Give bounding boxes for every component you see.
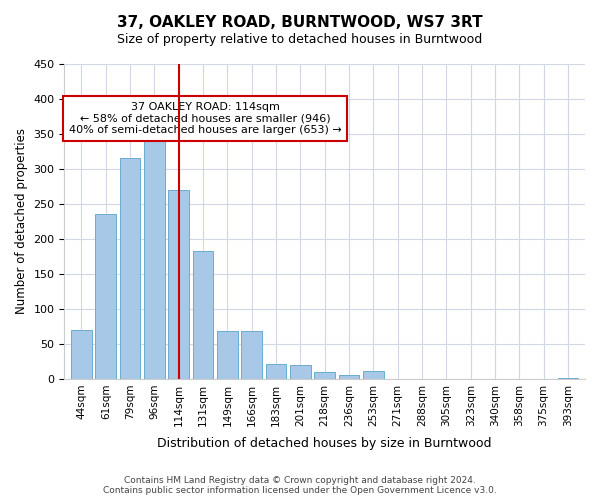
Bar — [120, 158, 140, 379]
Bar — [71, 330, 92, 379]
Bar — [557, 378, 578, 379]
Y-axis label: Number of detached properties: Number of detached properties — [15, 128, 28, 314]
Bar — [241, 332, 262, 379]
Bar — [290, 365, 311, 379]
Bar — [217, 332, 238, 379]
Bar — [144, 120, 165, 379]
Bar — [338, 376, 359, 379]
Bar — [193, 251, 214, 379]
Text: 37, OAKLEY ROAD, BURNTWOOD, WS7 3RT: 37, OAKLEY ROAD, BURNTWOOD, WS7 3RT — [117, 15, 483, 30]
Bar — [314, 372, 335, 379]
Text: Size of property relative to detached houses in Burntwood: Size of property relative to detached ho… — [118, 32, 482, 46]
X-axis label: Distribution of detached houses by size in Burntwood: Distribution of detached houses by size … — [157, 437, 492, 450]
Text: Contains HM Land Registry data © Crown copyright and database right 2024.
Contai: Contains HM Land Registry data © Crown c… — [103, 476, 497, 495]
Bar — [95, 214, 116, 379]
Text: 37 OAKLEY ROAD: 114sqm
← 58% of detached houses are smaller (946)
40% of semi-de: 37 OAKLEY ROAD: 114sqm ← 58% of detached… — [68, 102, 341, 135]
Bar — [363, 370, 383, 379]
Bar — [169, 190, 189, 379]
Bar — [266, 364, 286, 379]
